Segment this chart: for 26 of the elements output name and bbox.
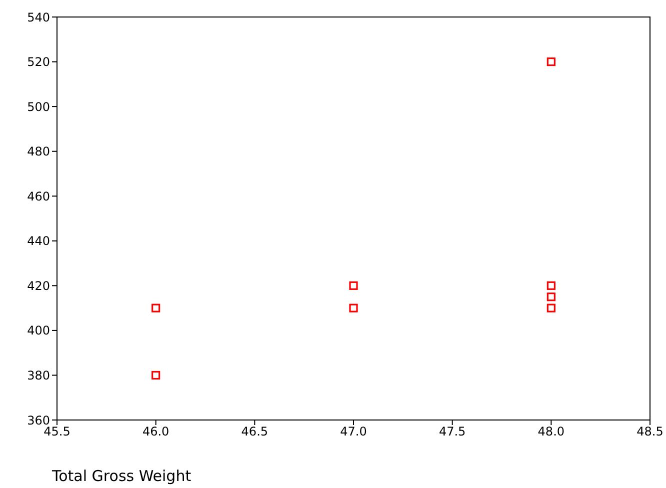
x-tick-label: 47.5 xyxy=(438,424,466,439)
x-axis-title: Total Gross Weight xyxy=(52,467,192,485)
x-tick-label: 46.0 xyxy=(142,424,170,439)
x-tick-label: 48.5 xyxy=(636,424,664,439)
y-tick-label: 460 xyxy=(27,189,50,204)
y-tick-label: 440 xyxy=(27,234,50,248)
y-tick-label: 400 xyxy=(27,324,50,338)
x-tick-label: 47.0 xyxy=(340,424,367,439)
y-tick-label: 480 xyxy=(27,144,50,159)
point xyxy=(152,304,160,312)
y-tick-label: 540 xyxy=(27,10,50,24)
y-tick-label: 380 xyxy=(27,368,50,382)
y-tick-label: 520 xyxy=(27,55,50,70)
x-tick-label: 46.5 xyxy=(241,424,268,439)
point xyxy=(152,370,160,380)
x-tick-label: 48.0 xyxy=(538,424,565,439)
x-tick-label: 45.5 xyxy=(44,424,70,439)
y-tick-label: 360 xyxy=(27,413,50,428)
y-tick-label: 500 xyxy=(27,100,50,114)
point xyxy=(546,281,556,290)
point xyxy=(349,281,358,290)
point xyxy=(349,304,358,312)
y-tick-label: 420 xyxy=(27,278,50,293)
point xyxy=(546,57,556,66)
point xyxy=(546,292,556,302)
point xyxy=(546,304,556,312)
